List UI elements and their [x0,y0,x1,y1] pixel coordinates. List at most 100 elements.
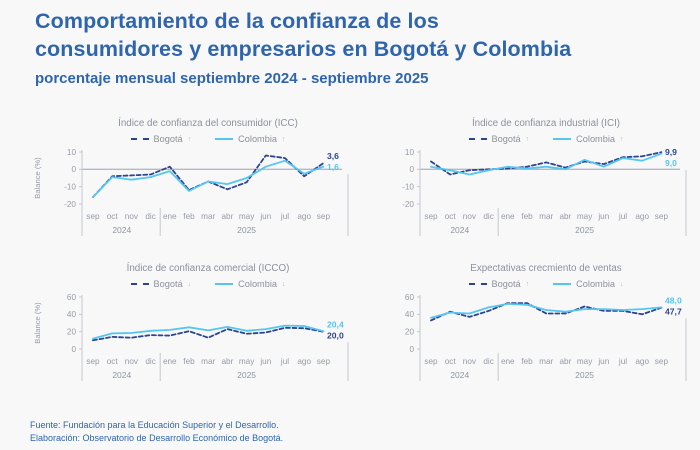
svg-text:feb: feb [183,357,195,366]
svg-text:feb: feb [183,212,195,221]
trend-arrow-icon: ↓ [187,281,192,288]
svg-text:nov: nov [125,357,139,366]
colombia-line-sample [215,137,234,140]
trend-arrow-icon: ↓ [619,281,624,288]
svg-text:3,6: 3,6 [327,151,339,161]
svg-text:40: 40 [405,310,415,319]
svg-text:9,0: 9,0 [665,158,677,168]
svg-text:2024: 2024 [112,225,131,235]
bogota-line-sample [130,137,149,140]
trend-arrow-icon: ↑ [525,281,530,288]
svg-text:sep: sep [317,212,331,221]
colombia-line-sample [215,282,234,285]
svg-text:10: 10 [67,148,77,157]
legend-colombia: Colombia ↑ [215,134,285,144]
chart-ventas: Expectativas crecmiento de ventas Bogotá… [368,263,698,391]
chart-icco-title: Índice de confianza comercial (ICCO) [126,263,290,274]
svg-text:2025: 2025 [575,225,594,235]
chart-ici-legend: Bogotá ↑ Colombia ↑ [368,131,698,146]
svg-text:ago: ago [297,212,311,221]
svg-text:ene: ene [163,212,177,221]
svg-text:-20: -20 [64,200,76,209]
colombia-line-sample [553,137,572,140]
svg-text:2024: 2024 [112,370,131,380]
svg-text:mar: mar [539,357,553,366]
svg-text:ago: ago [635,357,649,366]
svg-text:dic: dic [145,212,155,221]
svg-text:2025: 2025 [237,370,256,380]
svg-text:sep: sep [655,357,669,366]
trend-arrow-icon: ↑ [619,136,624,143]
chart-ventas-legend: Bogotá ↑ Colombia ↓ [368,276,698,291]
svg-text:abr: abr [221,357,233,366]
svg-text:feb: feb [521,357,533,366]
svg-text:mar: mar [539,212,553,221]
svg-text:dic: dic [483,212,493,221]
svg-text:ene: ene [501,357,515,366]
svg-text:2025: 2025 [575,370,594,380]
legend-colombia-label: Colombia [576,278,615,289]
svg-text:60: 60 [67,293,77,302]
chart-ici: Índice de confianza industrial (ICI) Bog… [368,118,698,246]
page-title-line2: consumidores y empresarios en Bogotá y C… [35,36,572,61]
svg-text:9,9: 9,9 [665,147,677,157]
svg-text:oct: oct [445,212,457,221]
trend-arrow-icon: ↑ [525,136,530,143]
svg-text:may: may [239,212,255,221]
svg-text:ago: ago [297,357,311,366]
svg-text:nov: nov [125,212,139,221]
legend-bogota: Bogotá ↑ [468,279,530,289]
svg-text:2024: 2024 [450,370,469,380]
svg-text:20,0: 20,0 [327,330,344,340]
svg-text:60: 60 [405,293,415,302]
legend-colombia-label: Colombia [238,278,277,289]
svg-text:jul: jul [280,212,289,221]
svg-text:sep: sep [424,357,438,366]
report-header: Comportamiento de la confianza de los co… [35,8,675,87]
chart-ventas-title: Expectativas crecmiento de ventas [470,263,622,274]
svg-text:jul: jul [618,357,627,366]
legend-colombia-label: Colombia [238,133,277,144]
svg-text:abr: abr [221,212,233,221]
svg-text:oct: oct [107,212,119,221]
bogota-line-sample [130,282,149,285]
svg-text:ene: ene [501,212,515,221]
page-subtitle: porcentaje mensual septiembre 2024 - sep… [35,70,429,88]
chart-ici-title: Índice de confianza industrial (ICI) [471,118,621,129]
chart-icc-legend: Bogotá ↑ Colombia ↑ [30,131,360,146]
chart-icc: Índice de confianza del consumidor (ICC)… [30,118,360,246]
svg-text:-10: -10 [402,182,414,191]
svg-text:may: may [577,212,593,221]
legend-bogota-label: Bogotá [153,278,183,289]
svg-text:jul: jul [618,212,627,221]
svg-text:may: may [239,357,255,366]
svg-text:2024: 2024 [450,225,469,235]
legend-bogota-label: Bogotá [153,133,183,144]
svg-text:abr: abr [559,357,571,366]
svg-text:-10: -10 [64,182,76,191]
svg-text:mar: mar [201,357,215,366]
footer-source: Fuente: Fundación para la Educación Supe… [30,420,279,430]
svg-text:20: 20 [405,327,415,336]
svg-text:20: 20 [67,327,77,336]
svg-text:jun: jun [259,212,271,221]
legend-bogota-label: Bogotá [491,133,521,144]
svg-text:Balance (%): Balance (%) [33,302,42,344]
svg-text:0: 0 [409,165,414,174]
legend-bogota: Bogotá ↑ [130,133,191,144]
chart-icco: Índice de confianza comercial (ICCO) Bog… [30,263,360,391]
svg-text:nov: nov [463,212,477,221]
svg-text:10: 10 [405,148,415,157]
svg-text:dic: dic [145,357,155,366]
svg-text:2025: 2025 [237,225,256,235]
bogota-line-sample [468,282,487,285]
footer-elaboration: Elaboración: Observatorio de Desarrollo … [30,432,284,443]
svg-text:oct: oct [445,357,457,366]
svg-text:sep: sep [86,212,100,221]
legend-colombia-label: Colombia [576,133,615,144]
bogota-line-sample [468,137,487,140]
svg-text:oct: oct [107,357,119,366]
